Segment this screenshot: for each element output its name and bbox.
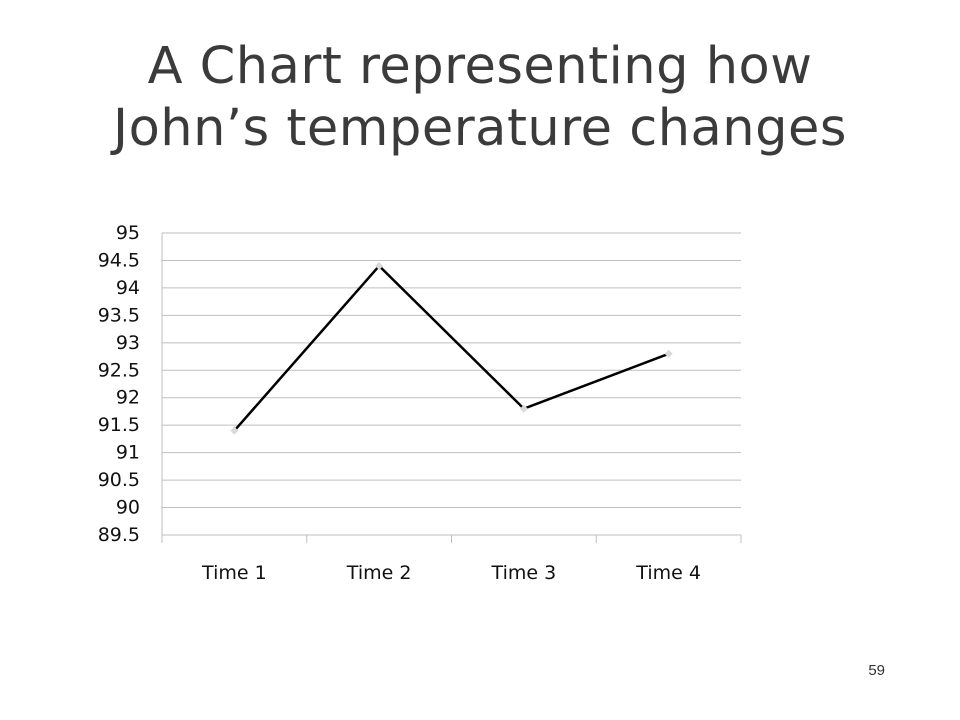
data-point [230, 426, 239, 435]
x-tick-label: Time 4 [635, 562, 701, 584]
y-tick-label: 90 [116, 497, 140, 519]
axes [161, 233, 742, 543]
y-tick-label: 95 [116, 222, 140, 244]
x-tick-label: Time 1 [201, 562, 267, 584]
page-number: 59 [868, 662, 885, 679]
y-tick-label: 91 [116, 442, 140, 464]
y-tick-label: 90.5 [98, 469, 140, 491]
gridlines [162, 232, 741, 509]
data-point [375, 261, 384, 270]
series-line [233, 264, 670, 432]
y-tick-label: 94 [116, 277, 140, 299]
y-axis-tick-labels: 95 94.5 94 93.5 93 92.5 92 91.5 91 90.5 90 89.5 [98, 222, 140, 546]
x-tick-label: Time 3 [491, 562, 557, 584]
slide-title-line-2: John’s temperature changes [113, 99, 847, 158]
slide-title: A Chart representing how John’s temperat… [0, 36, 960, 160]
y-tick-label: 89.5 [98, 524, 140, 546]
slide-title-line-1: A Chart representing how [147, 37, 813, 96]
data-point [664, 349, 673, 358]
y-tick-label: 93 [116, 332, 140, 354]
x-tick-label: Time 2 [346, 562, 412, 584]
data-point [519, 404, 528, 413]
y-tick-label: 92 [116, 387, 140, 409]
series-layer [230, 261, 673, 435]
y-tick-label: 93.5 [98, 304, 140, 326]
x-axis-tick-labels: Time 1 Time 2 Time 3 Time 4 [201, 562, 701, 584]
y-tick-label: 92.5 [98, 359, 140, 381]
y-tick-label: 94.5 [98, 249, 140, 271]
y-tick-label: 91.5 [98, 414, 140, 436]
